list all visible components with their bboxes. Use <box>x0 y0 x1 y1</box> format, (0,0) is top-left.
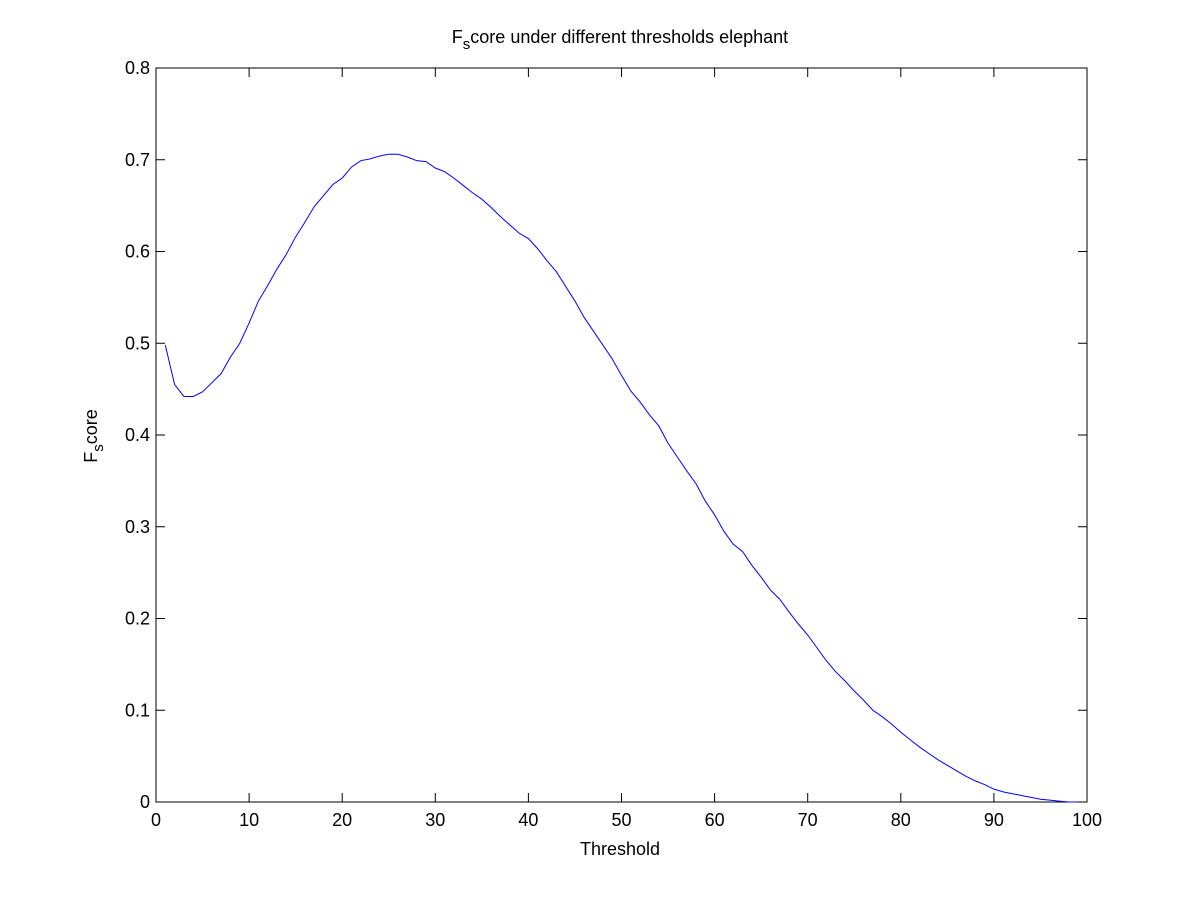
x-tick-label: 60 <box>705 810 725 830</box>
y-tick-label: 0.7 <box>125 150 150 170</box>
x-tick-label: 20 <box>332 810 352 830</box>
x-tick-label: 50 <box>611 810 631 830</box>
axis-tick-labels: 0 10 20 30 40 50 60 70 80 90 100 0 0.1 0.2 0.3 0.4 0.5 0.… <box>125 58 1102 830</box>
x-tick-label: 100 <box>1072 810 1102 830</box>
y-tick-label: 0 <box>140 792 150 812</box>
y-tick-label: 0.5 <box>125 333 150 353</box>
y-axis-label: Fscore <box>81 409 107 463</box>
axis-ticks <box>155 67 1088 803</box>
y-tick-label: 0.8 <box>125 58 150 78</box>
x-axis-label: Threshold <box>580 839 660 859</box>
x-tick-label: 30 <box>425 810 445 830</box>
chart-title: Fscore under different thresholds elepha… <box>452 27 788 53</box>
x-tick-label: 80 <box>891 810 911 830</box>
x-tick-label: 90 <box>984 810 1004 830</box>
y-tick-label: 0.6 <box>125 242 150 262</box>
y-tick-label: 0.3 <box>125 517 150 537</box>
y-tick-label: 0.2 <box>125 609 150 629</box>
fscore-line <box>164 153 1078 803</box>
y-tick-label: 0.1 <box>125 700 150 720</box>
plot-area <box>155 67 1088 803</box>
x-tick-label: 40 <box>518 810 538 830</box>
y-tick-label: 0.4 <box>125 425 150 445</box>
x-tick-label: 10 <box>239 810 259 830</box>
x-tick-label: 0 <box>151 810 161 830</box>
x-tick-label: 70 <box>798 810 818 830</box>
